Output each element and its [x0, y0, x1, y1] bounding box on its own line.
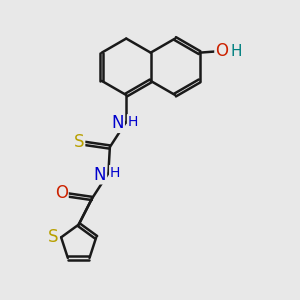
Text: N: N — [94, 166, 106, 184]
Text: O: O — [55, 184, 68, 202]
Text: H: H — [110, 166, 120, 180]
Text: N: N — [112, 114, 124, 132]
Text: H: H — [231, 44, 242, 59]
Text: H: H — [128, 115, 138, 129]
Text: O: O — [215, 42, 228, 60]
Text: S: S — [48, 228, 58, 246]
Text: S: S — [74, 133, 85, 151]
